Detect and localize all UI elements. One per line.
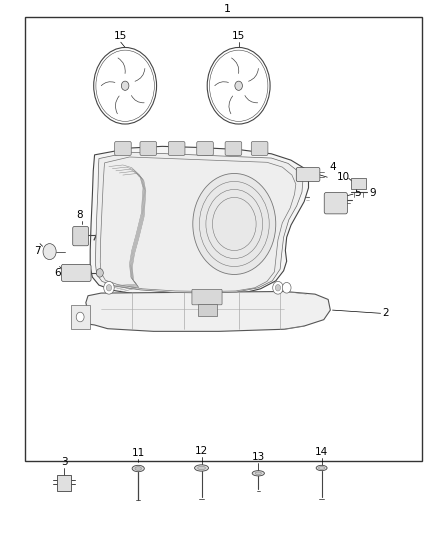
Circle shape <box>76 312 84 322</box>
FancyBboxPatch shape <box>225 142 242 156</box>
FancyBboxPatch shape <box>251 142 268 156</box>
Circle shape <box>94 47 156 124</box>
Text: 14: 14 <box>315 447 328 457</box>
Text: 15: 15 <box>114 31 127 41</box>
Text: 8: 8 <box>76 209 83 220</box>
Ellipse shape <box>318 466 325 470</box>
Text: 11: 11 <box>131 448 145 458</box>
Text: 7: 7 <box>34 246 41 255</box>
Text: 5: 5 <box>354 188 361 198</box>
Circle shape <box>207 47 270 124</box>
Ellipse shape <box>198 466 205 470</box>
FancyBboxPatch shape <box>351 178 366 189</box>
Circle shape <box>96 269 103 277</box>
Ellipse shape <box>135 467 141 471</box>
FancyBboxPatch shape <box>324 192 347 214</box>
Ellipse shape <box>252 471 265 476</box>
Text: 2: 2 <box>383 308 389 318</box>
Circle shape <box>121 81 129 91</box>
Circle shape <box>106 285 112 291</box>
Circle shape <box>104 281 114 294</box>
Circle shape <box>273 281 283 294</box>
Polygon shape <box>95 152 303 293</box>
Polygon shape <box>90 147 308 297</box>
FancyBboxPatch shape <box>198 304 217 317</box>
FancyBboxPatch shape <box>61 264 91 281</box>
FancyBboxPatch shape <box>140 142 156 156</box>
Ellipse shape <box>194 465 208 471</box>
FancyBboxPatch shape <box>296 167 320 181</box>
Text: 9: 9 <box>370 188 376 198</box>
Text: 13: 13 <box>252 452 265 462</box>
Polygon shape <box>75 292 330 332</box>
Circle shape <box>193 173 276 274</box>
Circle shape <box>43 244 56 260</box>
Text: 15: 15 <box>232 31 245 41</box>
Text: 1: 1 <box>224 4 231 14</box>
FancyBboxPatch shape <box>73 227 88 246</box>
Circle shape <box>276 285 281 291</box>
Text: 4: 4 <box>329 161 336 172</box>
Ellipse shape <box>316 465 327 471</box>
FancyBboxPatch shape <box>71 305 90 329</box>
Text: 10: 10 <box>337 172 350 182</box>
Circle shape <box>235 81 242 91</box>
FancyBboxPatch shape <box>57 475 71 490</box>
Circle shape <box>283 282 291 293</box>
FancyBboxPatch shape <box>192 289 222 305</box>
FancyBboxPatch shape <box>115 142 131 156</box>
Text: 12: 12 <box>195 446 208 456</box>
FancyBboxPatch shape <box>168 142 185 156</box>
Bar <box>25 17 422 461</box>
Ellipse shape <box>132 465 145 472</box>
FancyBboxPatch shape <box>197 142 213 156</box>
Ellipse shape <box>255 472 261 474</box>
Text: 6: 6 <box>54 268 60 278</box>
Text: 3: 3 <box>61 457 67 467</box>
